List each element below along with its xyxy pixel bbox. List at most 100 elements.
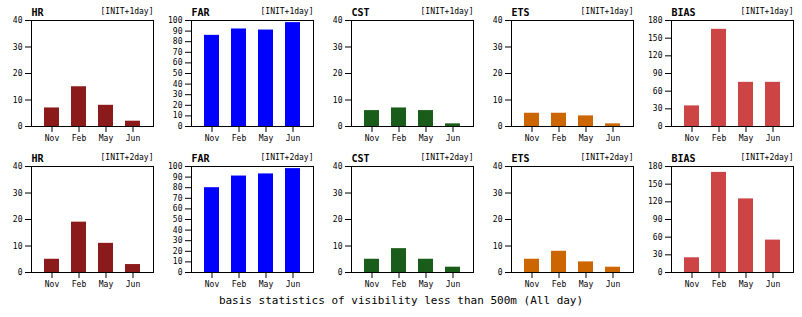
svg-text:150: 150	[648, 34, 663, 43]
svg-text:0: 0	[498, 122, 503, 131]
svg-text:0: 0	[18, 122, 23, 131]
svg-text:150: 150	[648, 180, 663, 189]
svg-text:Nov: Nov	[685, 280, 700, 289]
svg-text:20: 20	[333, 69, 343, 78]
svg-text:May: May	[739, 280, 754, 289]
svg-text:10: 10	[333, 96, 343, 105]
svg-text:10: 10	[493, 242, 503, 251]
svg-text:[INIT+2day]: [INIT+2day]	[261, 153, 314, 162]
svg-text:20: 20	[493, 215, 503, 224]
svg-text:Feb: Feb	[392, 280, 407, 289]
svg-text:[INIT+1day]: [INIT+1day]	[261, 7, 314, 16]
svg-text:0: 0	[338, 268, 343, 277]
svg-text:BIAS: BIAS	[672, 153, 696, 164]
svg-text:40: 40	[493, 16, 503, 25]
svg-text:40: 40	[13, 162, 23, 171]
svg-text:30: 30	[493, 189, 503, 198]
svg-text:30: 30	[173, 90, 183, 99]
svg-text:90: 90	[653, 215, 663, 224]
svg-text:10: 10	[173, 257, 183, 266]
svg-text:May: May	[419, 134, 434, 143]
svg-text:90: 90	[653, 69, 663, 78]
svg-text:Jun: Jun	[126, 134, 141, 143]
svg-text:Jun: Jun	[286, 280, 301, 289]
svg-text:Feb: Feb	[712, 134, 727, 143]
svg-text:HR: HR	[32, 153, 45, 164]
svg-text:May: May	[579, 280, 594, 289]
svg-text:Feb: Feb	[392, 134, 407, 143]
svg-text:60: 60	[653, 87, 663, 96]
svg-text:May: May	[259, 280, 274, 289]
svg-text:0: 0	[18, 268, 23, 277]
svg-text:30: 30	[333, 43, 343, 52]
svg-text:20: 20	[173, 247, 183, 256]
svg-text:40: 40	[493, 162, 503, 171]
svg-text:Feb: Feb	[72, 134, 87, 143]
svg-text:90: 90	[173, 173, 183, 182]
svg-text:CST: CST	[352, 153, 370, 164]
svg-text:60: 60	[173, 58, 183, 67]
svg-text:[INIT+1day]: [INIT+1day]	[741, 7, 794, 16]
svg-text:Nov: Nov	[525, 134, 540, 143]
svg-text:60: 60	[653, 233, 663, 242]
svg-text:0: 0	[178, 268, 183, 277]
svg-text:0: 0	[658, 268, 663, 277]
svg-text:May: May	[419, 280, 434, 289]
svg-text:10: 10	[13, 96, 23, 105]
svg-text:40: 40	[13, 16, 23, 25]
svg-text:30: 30	[13, 189, 23, 198]
svg-text:BIAS: BIAS	[672, 7, 696, 18]
svg-text:[INIT+1day]: [INIT+1day]	[581, 7, 634, 16]
svg-text:Nov: Nov	[685, 134, 700, 143]
svg-text:100: 100	[168, 162, 183, 171]
svg-text:May: May	[259, 134, 274, 143]
svg-text:HR: HR	[32, 7, 45, 18]
svg-text:Feb: Feb	[232, 134, 247, 143]
svg-text:Jun: Jun	[606, 134, 621, 143]
svg-text:40: 40	[173, 226, 183, 235]
svg-text:Jun: Jun	[766, 134, 781, 143]
svg-text:May: May	[739, 134, 754, 143]
svg-text:May: May	[99, 280, 114, 289]
svg-text:CST: CST	[352, 7, 370, 18]
svg-text:Jun: Jun	[766, 280, 781, 289]
svg-text:20: 20	[173, 101, 183, 110]
svg-text:80: 80	[173, 37, 183, 46]
svg-text:70: 70	[173, 48, 183, 57]
svg-text:Feb: Feb	[552, 280, 567, 289]
svg-text:10: 10	[493, 96, 503, 105]
svg-text:100: 100	[168, 16, 183, 25]
svg-text:Nov: Nov	[365, 280, 380, 289]
svg-text:FAR: FAR	[192, 153, 211, 164]
svg-text:Nov: Nov	[45, 134, 60, 143]
svg-text:20: 20	[13, 69, 23, 78]
svg-text:70: 70	[173, 194, 183, 203]
svg-text:120: 120	[648, 51, 663, 60]
svg-text:Feb: Feb	[72, 280, 87, 289]
svg-text:40: 40	[333, 162, 343, 171]
svg-text:0: 0	[178, 122, 183, 131]
svg-text:60: 60	[173, 204, 183, 213]
svg-text:80: 80	[173, 183, 183, 192]
svg-text:40: 40	[173, 80, 183, 89]
svg-text:FAR: FAR	[192, 7, 211, 18]
svg-text:Feb: Feb	[232, 280, 247, 289]
svg-text:ETS: ETS	[512, 7, 530, 18]
svg-text:May: May	[99, 134, 114, 143]
svg-text:10: 10	[333, 242, 343, 251]
svg-text:[INIT+2day]: [INIT+2day]	[741, 153, 794, 162]
svg-text:ETS: ETS	[512, 153, 530, 164]
svg-text:Nov: Nov	[525, 280, 540, 289]
svg-text:[INIT+2day]: [INIT+2day]	[101, 153, 154, 162]
svg-text:40: 40	[333, 16, 343, 25]
svg-text:10: 10	[173, 111, 183, 120]
svg-text:Jun: Jun	[606, 280, 621, 289]
svg-text:20: 20	[493, 69, 503, 78]
svg-text:120: 120	[648, 197, 663, 206]
svg-text:May: May	[579, 134, 594, 143]
svg-text:Jun: Jun	[446, 280, 461, 289]
svg-text:50: 50	[173, 215, 183, 224]
svg-text:Nov: Nov	[45, 280, 60, 289]
svg-text:Jun: Jun	[286, 134, 301, 143]
svg-text:50: 50	[173, 69, 183, 78]
